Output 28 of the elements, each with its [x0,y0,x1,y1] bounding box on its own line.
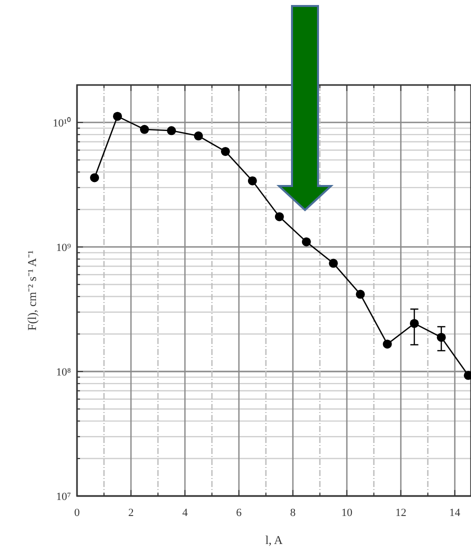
x-tick-label: 4 [182,507,188,519]
point [302,237,311,246]
point [274,212,284,222]
point [90,173,100,182]
y-tick-label: 10⁷ [56,491,72,503]
x-tick-label: 14 [449,507,461,519]
x-tick-label: 2 [128,507,134,519]
y-tick-label: 10¹⁰ [52,116,71,130]
point [194,131,203,140]
x-tick-label: 10 [341,507,353,519]
point [248,176,257,186]
y-tick-label: 10⁹ [56,242,72,254]
x-tick-label: 0 [74,507,80,519]
x-tick-label: 6 [236,507,242,519]
y-axis-title: F(l), cm⁻² s⁻¹ A⁻¹ [25,250,39,331]
point [220,146,230,156]
point [410,318,419,328]
x-tick-label: 8 [290,507,296,519]
point [112,112,122,121]
point [328,258,338,268]
point [166,126,176,136]
point [436,332,446,342]
x-tick-label: 12 [395,507,406,519]
point [140,124,149,134]
point [382,340,392,349]
x-axis-title: l, A [265,533,283,547]
y-tick-label: 10⁸ [56,366,72,378]
point [356,290,365,299]
